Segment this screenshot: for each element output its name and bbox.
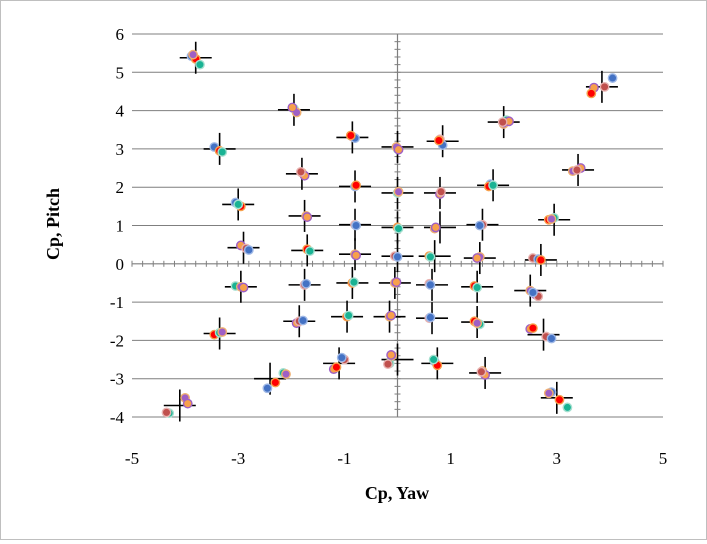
x-tick-label: -5 bbox=[125, 449, 139, 468]
data-point bbox=[528, 287, 538, 298]
y-tick-label: 0 bbox=[116, 255, 125, 274]
y-tick-label: 3 bbox=[116, 140, 125, 159]
data-point bbox=[349, 277, 359, 288]
measured-points bbox=[161, 49, 618, 419]
data-point bbox=[393, 186, 404, 197]
tick-labels: -4 -3 -2 -1 0 1 2 3 4 5 6 -5 -3 -1 1 3 5 bbox=[110, 25, 667, 468]
data-point bbox=[217, 147, 228, 157]
data-point bbox=[383, 359, 393, 370]
data-point bbox=[392, 252, 403, 262]
data-point bbox=[472, 253, 483, 263]
x-tick-label: 5 bbox=[659, 449, 668, 468]
y-tick-label: -4 bbox=[110, 408, 125, 427]
data-point bbox=[546, 214, 557, 224]
data-point bbox=[345, 130, 356, 141]
x-tick-label: 1 bbox=[446, 449, 455, 468]
data-point bbox=[474, 220, 485, 231]
y-tick-label: -2 bbox=[110, 331, 124, 350]
data-point bbox=[488, 180, 498, 191]
data-point bbox=[270, 377, 281, 388]
data-point bbox=[546, 333, 557, 344]
y-tick-label: -3 bbox=[110, 370, 124, 389]
data-point bbox=[535, 255, 546, 265]
data-point bbox=[472, 318, 483, 329]
y-tick-label: 6 bbox=[116, 25, 125, 44]
data-point bbox=[391, 277, 402, 288]
data-point bbox=[336, 352, 347, 363]
data-point bbox=[287, 102, 298, 113]
data-point bbox=[243, 245, 254, 255]
data-point bbox=[351, 220, 361, 231]
data-point bbox=[233, 199, 244, 210]
data-point bbox=[554, 394, 565, 405]
data-point bbox=[386, 310, 397, 321]
y-tick-label: -1 bbox=[110, 293, 124, 312]
data-point bbox=[425, 279, 436, 290]
data-point bbox=[428, 354, 439, 365]
data-point bbox=[298, 315, 308, 326]
data-point bbox=[436, 186, 446, 197]
data-point bbox=[434, 135, 444, 146]
data-point bbox=[343, 310, 354, 321]
data-point bbox=[238, 282, 249, 293]
data-point bbox=[161, 407, 172, 418]
data-point bbox=[543, 388, 554, 399]
data-point bbox=[476, 366, 487, 377]
data-point bbox=[351, 250, 361, 261]
data-point bbox=[262, 383, 273, 394]
data-point bbox=[182, 398, 193, 409]
data-point bbox=[295, 166, 306, 177]
data-point bbox=[195, 59, 205, 70]
data-point bbox=[497, 117, 508, 127]
data-point bbox=[430, 222, 441, 233]
data-point bbox=[472, 282, 483, 293]
y-tick-label: 5 bbox=[116, 63, 125, 82]
data-point bbox=[188, 49, 198, 60]
data-point bbox=[217, 327, 228, 337]
data-point bbox=[528, 323, 538, 334]
data-point bbox=[425, 312, 436, 323]
data-point bbox=[281, 369, 291, 380]
data-point bbox=[351, 180, 361, 191]
data-point bbox=[393, 144, 404, 155]
x-tick-label: -3 bbox=[231, 449, 245, 468]
data-point bbox=[304, 246, 315, 257]
y-tick-label: 2 bbox=[116, 178, 125, 197]
data-point bbox=[599, 81, 610, 92]
data-point bbox=[393, 223, 404, 234]
y-tick-label: 1 bbox=[116, 217, 125, 236]
data-point bbox=[386, 350, 397, 360]
data-point bbox=[302, 212, 313, 222]
x-axis-title: Cp, Yaw bbox=[365, 483, 429, 503]
data-point bbox=[586, 88, 597, 99]
y-axis-title: Cp, Pitch bbox=[43, 188, 63, 260]
data-point bbox=[572, 165, 582, 175]
data-point bbox=[331, 362, 342, 373]
x-tick-label: 3 bbox=[553, 449, 562, 468]
data-point bbox=[562, 402, 573, 413]
data-point bbox=[425, 252, 436, 262]
x-tick-label: -1 bbox=[337, 449, 351, 468]
data-point bbox=[301, 278, 312, 289]
y-tick-label: 4 bbox=[116, 102, 125, 121]
data-point bbox=[607, 73, 618, 83]
